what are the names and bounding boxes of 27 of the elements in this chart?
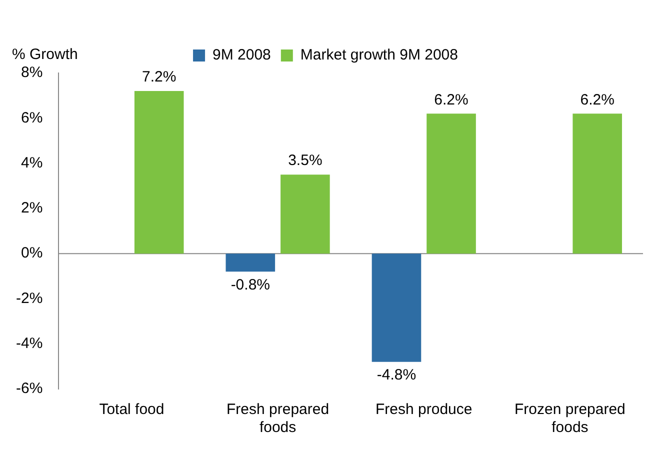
- x-tick-label: Fresh produce: [376, 401, 472, 418]
- data-label: -4.8%: [376, 366, 416, 384]
- y-tick-label: 0%: [20, 244, 43, 262]
- legend-label: 9M 2008: [212, 46, 271, 64]
- data-label: -0.8%: [230, 276, 270, 294]
- data-label: 6.2%: [434, 91, 468, 108]
- legend-label: Market growth 9M 2008: [300, 46, 458, 64]
- bar: [134, 91, 184, 254]
- data-label: 3.5%: [288, 152, 322, 170]
- y-tick-label: 2%: [20, 200, 43, 217]
- x-tick-label: Frozen prepared foods: [514, 401, 626, 436]
- x-tick-label: Total food: [99, 401, 164, 418]
- y-tick-label: 6%: [20, 109, 43, 126]
- y-tick-label: -6%: [16, 380, 43, 398]
- bar: [572, 114, 622, 254]
- x-tick-label: Fresh prepared foods: [226, 401, 330, 436]
- data-label: 7.2%: [142, 68, 176, 86]
- bar: [426, 114, 476, 254]
- data-label: 6.2%: [580, 91, 614, 108]
- y-tick-label: -4%: [16, 335, 43, 352]
- y-axis-title: % Growth: [12, 46, 78, 63]
- bar: [226, 254, 276, 272]
- bar: [372, 254, 422, 362]
- bar: [280, 174, 330, 254]
- y-tick-label: -2%: [16, 290, 43, 307]
- y-tick-label: 8%: [20, 64, 43, 82]
- y-tick-label: 4%: [20, 154, 43, 172]
